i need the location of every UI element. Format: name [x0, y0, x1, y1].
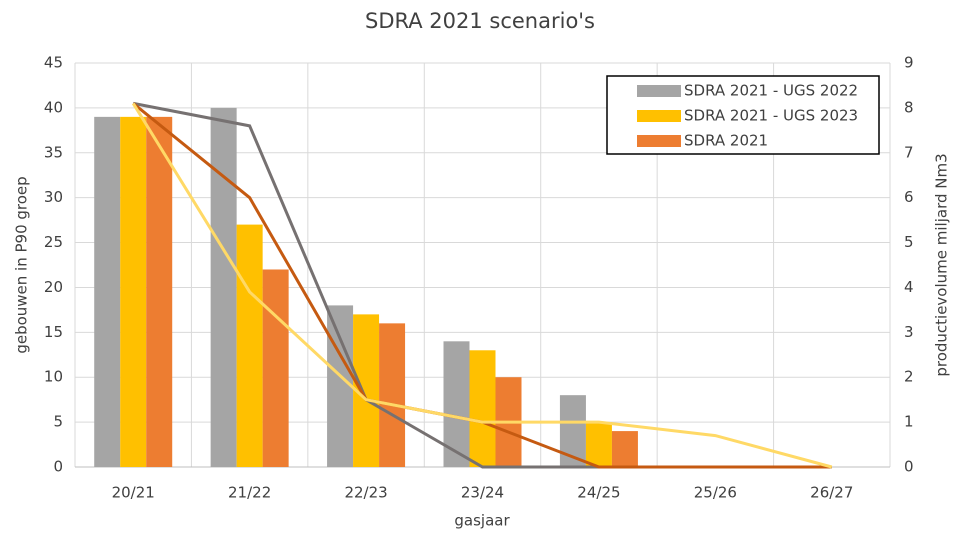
y-tick-label: 20: [44, 278, 63, 296]
y2-tick-label: 8: [904, 98, 914, 116]
bar: [210, 107, 237, 467]
y2-tick-label: 0: [904, 458, 914, 476]
bar: [327, 305, 354, 467]
line: [131, 102, 833, 469]
chart-title: SDRA 2021 scenario's: [365, 9, 595, 33]
y-tick-label: 45: [44, 54, 63, 72]
bar: [94, 116, 121, 467]
y-tick-label: 15: [44, 323, 63, 341]
x-tick-label: 20/21: [112, 484, 155, 502]
y2-tick-label: 9: [904, 54, 914, 72]
y2-tick-label: 1: [904, 413, 914, 431]
y-tick-label: 25: [44, 233, 63, 251]
y-tick-label: 0: [53, 458, 63, 476]
bar: [379, 323, 406, 467]
legend-label: SDRA 2021: [684, 132, 768, 150]
y2-tick-label: 4: [904, 278, 914, 296]
y2-tick-label: 2: [904, 368, 914, 386]
y2-tick-label: 7: [904, 143, 914, 161]
legend-swatch: [637, 135, 681, 147]
y2-tick-label: 3: [904, 323, 914, 341]
y-tick-label: 30: [44, 188, 63, 206]
bar: [120, 116, 147, 467]
legend-swatch: [637, 110, 681, 122]
y-tick-label: 35: [44, 143, 63, 161]
bar: [585, 422, 612, 467]
x-tick-label: 22/23: [344, 484, 387, 502]
y2-tick-label: 6: [904, 188, 914, 206]
bar: [146, 116, 173, 467]
bar: [262, 269, 289, 467]
x-tick-label: 25/26: [694, 484, 737, 502]
x-tick-label: 21/22: [228, 484, 271, 502]
x-axis-title: gasjaar: [454, 512, 510, 530]
y-axis-title: gebouwen in P90 groep: [13, 176, 31, 353]
legend-label: SDRA 2021 - UGS 2022: [684, 82, 858, 100]
x-tick-label: 26/27: [810, 484, 853, 502]
x-tick-label: 23/24: [461, 484, 504, 502]
y-tick-label: 10: [44, 368, 63, 386]
bar: [611, 431, 638, 467]
x-tick-label: 24/25: [577, 484, 620, 502]
y2-tick-label: 5: [904, 233, 914, 251]
bar: [469, 350, 496, 467]
legend-swatch: [637, 85, 681, 97]
legend-label: SDRA 2021 - UGS 2023: [684, 107, 858, 125]
bar: [236, 224, 263, 467]
y-tick-label: 5: [53, 413, 63, 431]
y2-axis-title: productievolume miljard Nm3: [933, 153, 951, 376]
y-tick-label: 40: [44, 98, 63, 116]
